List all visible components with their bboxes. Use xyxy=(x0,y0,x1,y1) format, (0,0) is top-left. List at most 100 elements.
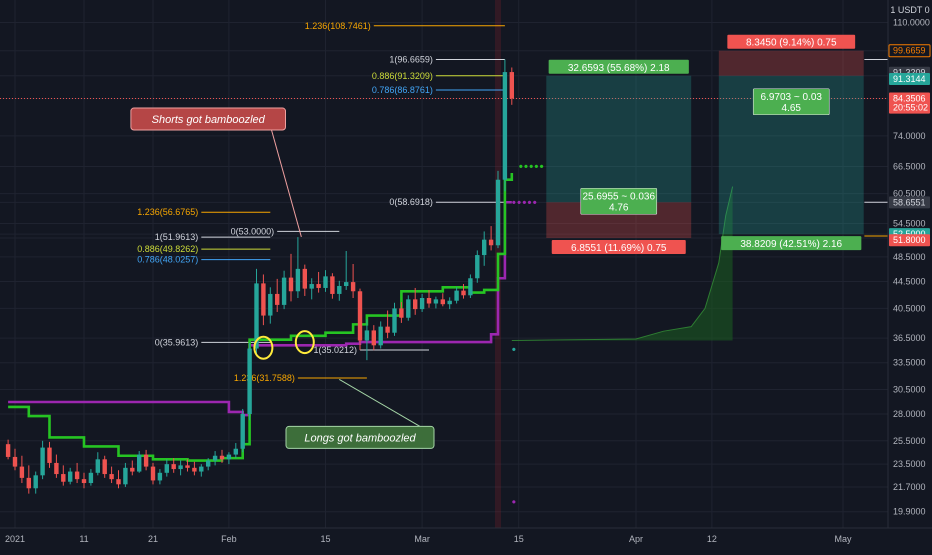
candles xyxy=(5,59,514,494)
candle-body xyxy=(364,330,370,341)
candle-body xyxy=(447,300,452,305)
time-tick-label: Mar xyxy=(414,534,430,544)
indicator-line xyxy=(8,173,514,462)
forecast-cloud-area xyxy=(511,186,733,341)
price-axis[interactable]: 1 USDT 0 110.0000 99.6659 91.3209 84.3506 74.… xyxy=(887,0,932,550)
time-axis[interactable]: 20211121Feb15Mar15Apr12May17Jun14 xyxy=(0,527,932,550)
candle-body xyxy=(426,297,432,304)
candle-body xyxy=(233,448,238,455)
candle-body xyxy=(309,284,314,289)
candle-body xyxy=(178,465,183,470)
position-target-label: 32.6593 (55.68%) 2.18 xyxy=(568,63,670,74)
candle-body xyxy=(47,447,52,463)
time-axis-bg xyxy=(0,528,932,550)
candle-body xyxy=(261,283,266,316)
callout-box[interactable] xyxy=(130,107,286,131)
candle-body xyxy=(88,472,94,484)
candle-body xyxy=(61,474,66,482)
price-tag: 91.3209 xyxy=(893,68,926,78)
forecast-cloud xyxy=(511,186,734,342)
fib-level-label: 1(51.9613) xyxy=(155,232,199,242)
price-tag-bg xyxy=(889,234,930,247)
position-mid-label-line2: 4.65 xyxy=(782,103,802,114)
candle-body xyxy=(281,277,287,305)
candle-body xyxy=(226,454,232,460)
highlight-circle xyxy=(294,330,315,355)
time-tick-label: Feb xyxy=(221,534,237,544)
price-tick-label: 66.5000 xyxy=(893,162,926,172)
position-stop-zone[interactable] xyxy=(718,50,864,76)
candle-body xyxy=(240,414,245,449)
price-tick-label: 25.5000 xyxy=(893,436,926,446)
time-tick-label: Apr xyxy=(629,534,643,544)
price-tick-label: 110.0000 xyxy=(893,18,930,28)
callout-box[interactable] xyxy=(285,425,435,449)
price-tick-label: 48.5000 xyxy=(893,252,926,262)
position-target-label-bg xyxy=(721,236,862,251)
position-stop-label: 8.3450 (9.14%) 0.75 xyxy=(746,38,837,49)
candle-body xyxy=(74,471,80,480)
candle-body xyxy=(385,326,390,333)
candle-body xyxy=(185,465,190,468)
candle-body xyxy=(323,276,328,288)
price-tick-label: 19.9000 xyxy=(893,507,926,517)
fib-level-label: 1.236(108.7461) xyxy=(305,21,371,31)
candle-body xyxy=(19,466,25,478)
candle-body xyxy=(192,467,197,472)
candle-body xyxy=(268,293,273,316)
candle-body xyxy=(109,474,114,480)
price-tick-label: 44.5000 xyxy=(893,276,926,286)
fib-level-label: 0.786(48.0257) xyxy=(137,255,198,265)
time-tick-label: 11 xyxy=(79,534,88,544)
annotations[interactable]: Shorts got bamboozled Longs got bamboozle… xyxy=(130,107,435,449)
price-tag-bg xyxy=(889,196,930,209)
price-tick-label: 28.0000 xyxy=(893,409,926,419)
candle-body xyxy=(288,277,294,292)
candle-body xyxy=(468,278,473,296)
candle-body xyxy=(254,283,259,349)
fib-level-label: 1(35.0212) xyxy=(313,345,357,355)
position-target-zone[interactable] xyxy=(546,75,692,203)
indicator-line xyxy=(8,200,512,417)
candle-body xyxy=(33,475,38,489)
price-tag-bg xyxy=(889,92,930,105)
candle-body xyxy=(95,459,100,473)
price-tag: 58.6551 xyxy=(893,197,926,207)
candle-body xyxy=(130,467,135,472)
price-tag: 91.3144 xyxy=(893,74,926,84)
time-tick-label: 15 xyxy=(514,534,524,544)
candle-body xyxy=(406,299,411,318)
position-stop-label-bg xyxy=(551,239,686,254)
position-stop-label: 6.8551 (11.69%) 0.75 xyxy=(571,243,667,254)
time-tick-label: 15 xyxy=(320,534,330,544)
price-tick-label: 40.5000 xyxy=(893,303,926,313)
candle-body xyxy=(199,466,204,472)
indicator-marker: ••••• xyxy=(519,160,545,174)
candle-body xyxy=(440,299,445,305)
position-mid-label-bg xyxy=(752,88,830,116)
fib-level-label: 0(35.9613) xyxy=(155,337,199,347)
candle-body xyxy=(344,282,349,286)
candle-body xyxy=(164,464,169,473)
price-tag: 20:55:02 xyxy=(893,103,928,113)
fib-level-label: 1(96.6659) xyxy=(389,54,433,64)
price-axis-bg xyxy=(888,0,932,550)
position-tools[interactable]: 32.6593 (55.68%) 2.18 6.8551 (11.69%) 0.7… xyxy=(546,34,864,254)
candle-body xyxy=(157,472,163,481)
candle-body xyxy=(116,479,121,485)
candle-body xyxy=(68,471,73,482)
position-target-label-bg xyxy=(548,59,689,74)
candle-body xyxy=(219,455,225,460)
candle-body xyxy=(509,72,514,99)
position-mid-label-line1: 6.9703 ~ 0.03 xyxy=(761,92,823,103)
candle-body xyxy=(433,299,439,304)
price-tag-bg xyxy=(889,72,930,85)
candle-body xyxy=(454,290,459,301)
candle-body xyxy=(247,348,252,415)
candle-body xyxy=(350,282,356,292)
time-tick-label: 2021 xyxy=(5,534,25,544)
price-tick-label: 74.0000 xyxy=(893,131,926,141)
candle-body xyxy=(475,255,480,279)
